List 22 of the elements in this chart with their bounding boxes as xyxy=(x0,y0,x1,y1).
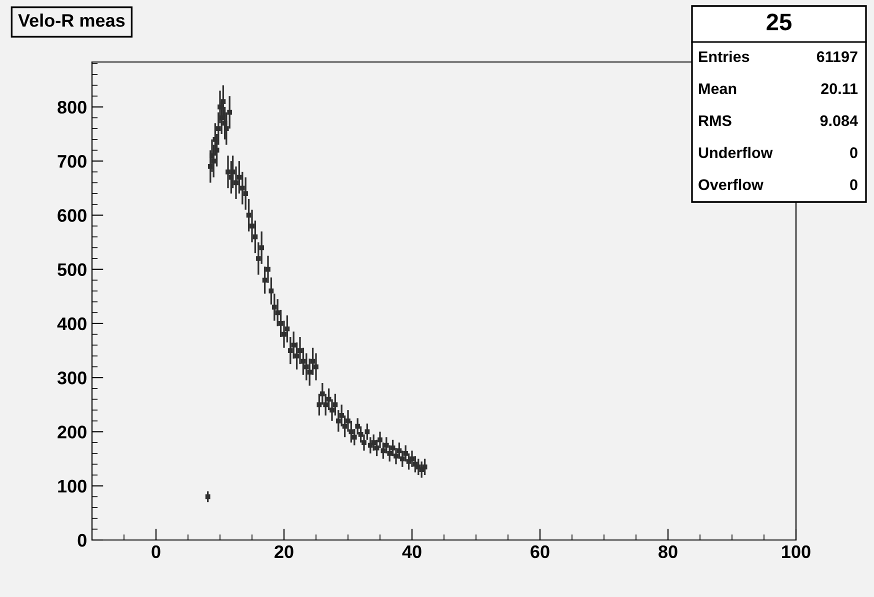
x-tick-label: 80 xyxy=(658,545,678,558)
x-tick-label: 100 xyxy=(782,545,810,558)
y-tick-label: 700 xyxy=(58,155,86,168)
y-tick-label: 800 xyxy=(58,100,86,114)
x-tick-label: 20 xyxy=(274,545,294,558)
y-tick-label: 0 xyxy=(78,534,86,547)
text: Mean 20.11 xyxy=(699,83,858,94)
x-tick-label: 40 xyxy=(402,545,422,558)
y-tick-label: 100 xyxy=(58,480,86,493)
text: RMS 9.084 xyxy=(699,115,858,126)
text: Underflow 0 xyxy=(698,146,858,158)
y-tick-label: 600 xyxy=(58,209,86,222)
chart-title: Velo-R meas xyxy=(18,14,125,27)
x-tick-label: 60 xyxy=(530,545,550,558)
y-tick-label: 300 xyxy=(57,372,86,384)
y-tick-label: 400 xyxy=(57,317,86,330)
text: 25 xyxy=(766,14,792,30)
text: Entries 61197 xyxy=(699,50,858,62)
y-tick-label: 200 xyxy=(58,426,86,438)
x-tick-label: 0 xyxy=(152,545,160,558)
y-tick-label: 500 xyxy=(58,263,86,276)
text: Overflow 0 xyxy=(698,178,858,190)
